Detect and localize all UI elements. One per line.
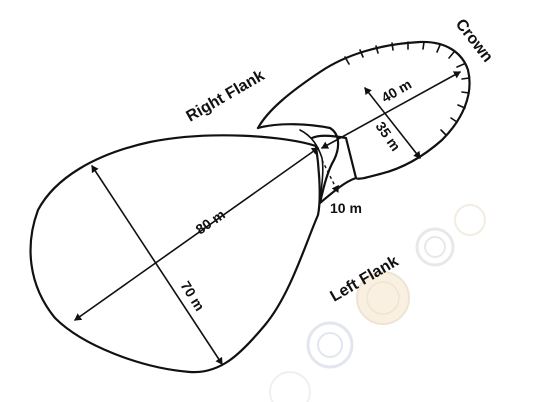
deposit-width-line xyxy=(91,165,223,365)
deposit-length-label: 80 m xyxy=(193,206,228,237)
right-flank-label: Right Flank xyxy=(184,67,268,125)
deposit-outline xyxy=(29,134,321,374)
crown-label: Crown xyxy=(452,16,496,66)
watermark-seal-icon xyxy=(269,204,486,402)
scarp-length-label: 40 m xyxy=(379,76,415,106)
scarp-width-line xyxy=(364,87,421,159)
neck-width-label: 10 m xyxy=(330,200,362,216)
neck-fold xyxy=(299,129,324,199)
neck-outline xyxy=(256,123,358,205)
scarp-outline xyxy=(256,40,471,180)
scarp-width-label: 35 m xyxy=(373,119,404,154)
deposit-width-label: 70 m xyxy=(177,278,207,314)
